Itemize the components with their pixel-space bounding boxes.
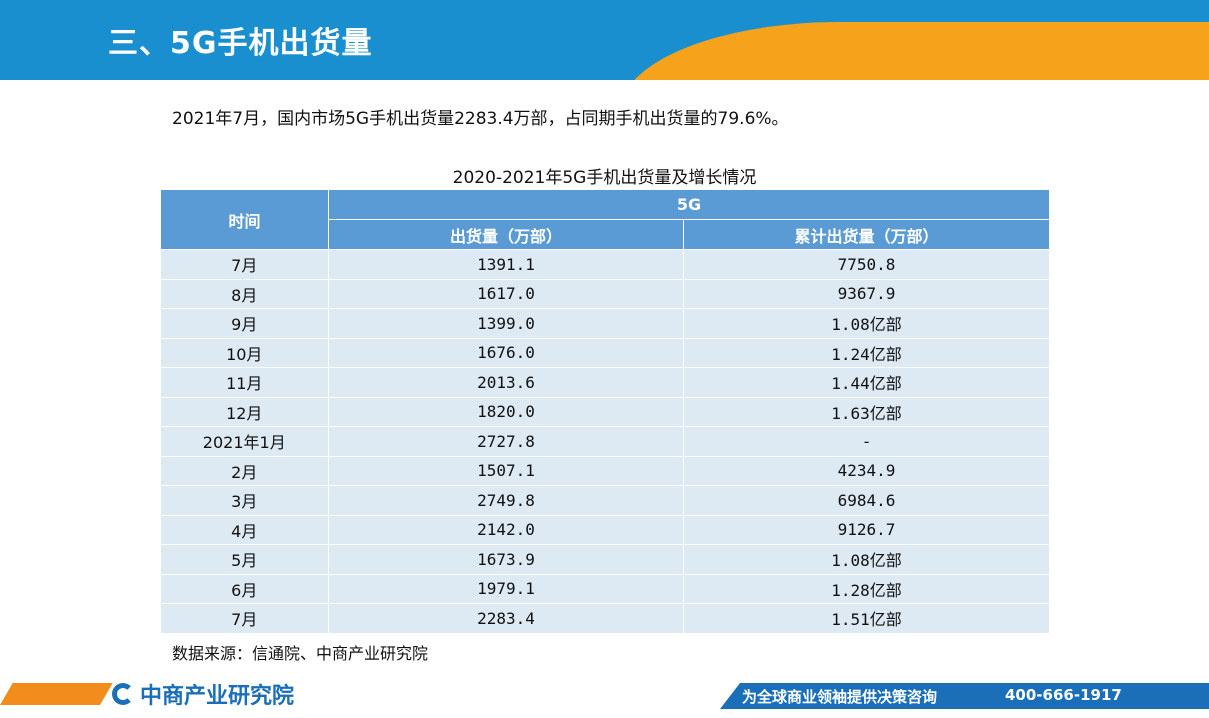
table-row: 12月 1820.0 1.63亿部 bbox=[160, 397, 1051, 427]
cell-shipments: 2283.4 bbox=[328, 603, 684, 634]
cell-time: 10月 bbox=[160, 338, 329, 368]
footer-phone: 400-666-1917 bbox=[1005, 686, 1122, 704]
table-row: 9月 1399.0 1.08亿部 bbox=[160, 308, 1051, 339]
header-banner: 三、5G手机出货量 bbox=[0, 0, 1209, 80]
cell-cumulative: 1.44亿部 bbox=[683, 367, 1051, 398]
table-row: 4月 2142.0 9126.7 bbox=[160, 515, 1051, 545]
cell-cumulative: 1.63亿部 bbox=[683, 397, 1051, 427]
table-row: 2月 1507.1 4234.9 bbox=[160, 456, 1051, 486]
footer-logo: 中商产业研究院 bbox=[112, 680, 295, 709]
cell-cumulative: 1.28亿部 bbox=[683, 574, 1051, 604]
cell-cumulative: 7750.8 bbox=[683, 249, 1051, 280]
table-row: 11月 2013.6 1.44亿部 bbox=[160, 367, 1051, 398]
column-group-5g: 5G bbox=[327, 189, 1051, 220]
cell-cumulative: 9367.9 bbox=[683, 279, 1051, 309]
cell-shipments: 2142.0 bbox=[328, 515, 684, 545]
data-source: 数据来源：信通院、中商产业研究院 bbox=[172, 644, 429, 663]
cell-time: 2021年1月 bbox=[160, 426, 329, 457]
table-row: 6月 1979.1 1.28亿部 bbox=[160, 574, 1051, 604]
cell-time: 12月 bbox=[160, 397, 329, 427]
cell-shipments: 1979.1 bbox=[328, 574, 684, 604]
footer-bar bbox=[720, 683, 1209, 709]
cell-shipments: 2013.6 bbox=[328, 367, 684, 398]
cell-shipments: 2749.8 bbox=[328, 485, 684, 516]
table-row: 7月 2283.4 1.51亿部 bbox=[160, 603, 1051, 634]
column-header-shipments: 出货量（万部） bbox=[328, 219, 684, 250]
cell-cumulative: 1.08亿部 bbox=[683, 544, 1051, 575]
column-header-cumulative: 累计出货量（万部） bbox=[682, 219, 1051, 250]
cell-time: 4月 bbox=[160, 515, 329, 545]
cell-cumulative: - bbox=[683, 426, 1051, 457]
footer-orange-stripe bbox=[0, 683, 113, 705]
cell-shipments: 1617.0 bbox=[328, 279, 684, 309]
cell-time: 8月 bbox=[160, 279, 329, 309]
cell-time: 7月 bbox=[160, 249, 329, 280]
cell-time: 3月 bbox=[160, 485, 329, 516]
company-logo-icon bbox=[112, 683, 134, 705]
cell-time: 5月 bbox=[160, 544, 329, 575]
table-row: 3月 2749.8 6984.6 bbox=[160, 485, 1051, 516]
cell-time: 6月 bbox=[160, 574, 329, 604]
cell-shipments: 1391.1 bbox=[328, 249, 684, 280]
footer-tagline: 为全球商业领袖提供决策咨询 bbox=[742, 688, 938, 706]
cell-cumulative: 4234.9 bbox=[683, 456, 1051, 486]
footer-brand: 中商产业研究院 bbox=[140, 684, 295, 709]
cell-cumulative: 1.24亿部 bbox=[683, 338, 1051, 368]
cell-time: 9月 bbox=[160, 308, 329, 339]
column-header-time: 时间 bbox=[160, 189, 329, 250]
cell-shipments: 1676.0 bbox=[328, 338, 684, 368]
cell-cumulative: 6984.6 bbox=[683, 485, 1051, 516]
table-row: 7月 1391.1 7750.8 bbox=[160, 249, 1051, 280]
cell-time: 11月 bbox=[160, 367, 329, 398]
table-row: 5月 1673.9 1.08亿部 bbox=[160, 544, 1051, 575]
cell-shipments: 1820.0 bbox=[328, 397, 684, 427]
shipment-table: 时间 5G 出货量（万部） 累计出货量（万部） 7月 1391.1 7750.8 8月… bbox=[160, 189, 1051, 634]
cell-shipments: 1399.0 bbox=[328, 308, 684, 339]
cell-shipments: 1673.9 bbox=[328, 544, 684, 575]
cell-cumulative: 1.51亿部 bbox=[683, 603, 1051, 634]
cell-shipments: 1507.1 bbox=[328, 456, 684, 486]
header-orange-shape bbox=[620, 22, 1209, 80]
cell-time: 2月 bbox=[160, 456, 329, 486]
table-title: 2020-2021年5G手机出货量及增长情况 bbox=[452, 168, 757, 188]
table-body: 7月 1391.1 7750.8 8月 1617.0 9367.9 9月 1399.0 1.08… bbox=[160, 249, 1051, 634]
page-title: 三、5G手机出货量 bbox=[108, 26, 373, 61]
table-row: 8月 1617.0 9367.9 bbox=[160, 279, 1051, 309]
table-row: 2021年1月 2727.8- bbox=[160, 426, 1051, 457]
cell-cumulative: 1.08亿部 bbox=[683, 308, 1051, 339]
cell-time: 7月 bbox=[160, 603, 329, 634]
cell-cumulative: 9126.7 bbox=[683, 515, 1051, 545]
cell-shipments: 2727.8 bbox=[328, 426, 684, 457]
summary-text: 2021年7月，国内市场5G手机出货量2283.4万部，占同期手机出货量的79.… bbox=[172, 109, 789, 129]
table-row: 10月 1676.0 1.24亿部 bbox=[160, 338, 1051, 368]
